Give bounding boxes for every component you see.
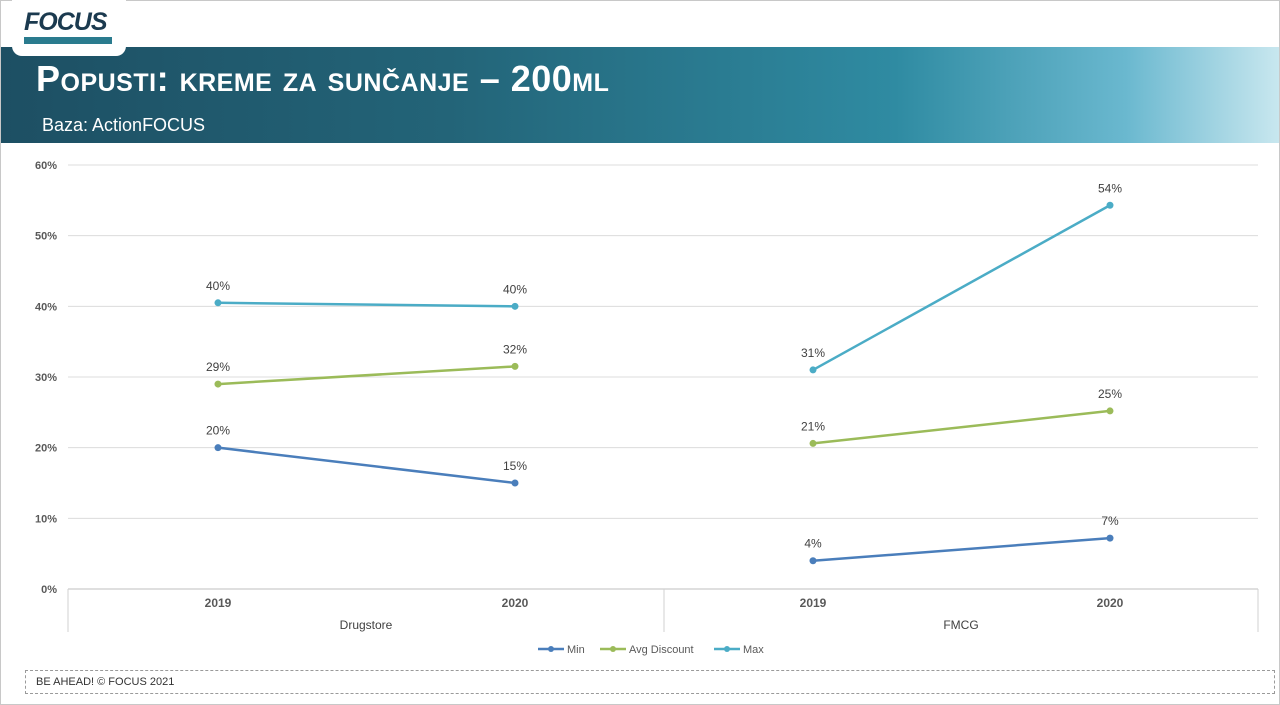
data-label: 4% bbox=[804, 537, 822, 551]
data-point bbox=[511, 479, 519, 487]
x-tick-label: 2019 bbox=[205, 596, 232, 610]
series-line bbox=[217, 301, 516, 308]
discount-line-chart: 0% 10% 20% 30% 40% 50% 60% 2019 2020 Drugstore 201… bbox=[35, 160, 1259, 656]
data-label: 29% bbox=[206, 360, 230, 374]
y-tick-label: 50% bbox=[35, 231, 57, 243]
legend-marker bbox=[548, 646, 554, 652]
data-label: 7% bbox=[1101, 514, 1119, 528]
footer-text: BE AHEAD! © FOCUS 2021 bbox=[36, 676, 175, 688]
group-label: FMCG bbox=[943, 618, 978, 632]
data-label: 54% bbox=[1098, 181, 1122, 195]
data-label: 32% bbox=[503, 342, 527, 356]
x-tick-label: 2020 bbox=[1097, 596, 1124, 610]
data-label: 40% bbox=[503, 282, 527, 296]
legend-label: Avg Discount bbox=[629, 644, 694, 656]
y-tick-label: 0% bbox=[41, 584, 57, 596]
logo-bar bbox=[24, 37, 112, 44]
x-tick-label: 2020 bbox=[502, 596, 529, 610]
data-label: 15% bbox=[503, 459, 527, 473]
group-label: Drugstore bbox=[340, 618, 393, 632]
data-label: 31% bbox=[801, 346, 825, 360]
logo: FOCUS bbox=[12, 0, 126, 56]
y-tick-label: 20% bbox=[35, 443, 57, 455]
data-point bbox=[1106, 407, 1114, 415]
data-point bbox=[809, 439, 817, 447]
legend-label: Max bbox=[743, 644, 764, 656]
x-tick-label: 2019 bbox=[800, 596, 827, 610]
data-point bbox=[511, 302, 519, 310]
footer-box: BE AHEAD! © FOCUS 2021 bbox=[25, 670, 1275, 694]
data-point bbox=[214, 299, 222, 307]
series-line bbox=[812, 536, 1111, 562]
y-tick-label: 30% bbox=[35, 372, 57, 384]
legend-marker bbox=[610, 646, 616, 652]
logo-text: FOCUS bbox=[24, 8, 107, 36]
page-subtitle: Baza: ActionFOCUS bbox=[42, 115, 206, 135]
data-point bbox=[511, 362, 519, 370]
header-banner bbox=[1, 47, 1279, 143]
series-line bbox=[812, 409, 1111, 445]
data-point bbox=[1106, 201, 1114, 209]
data-point bbox=[214, 380, 222, 388]
y-tick-label: 40% bbox=[35, 301, 57, 313]
y-tick-label: 60% bbox=[35, 160, 57, 172]
legend-label: Min bbox=[567, 644, 585, 656]
data-label: 20% bbox=[206, 424, 230, 438]
data-point bbox=[809, 557, 817, 565]
data-label: 25% bbox=[1098, 387, 1122, 401]
data-label: 21% bbox=[801, 419, 825, 433]
page-title: Popusti: kreme za sunčanje – 200ml bbox=[36, 58, 610, 99]
series-line bbox=[812, 204, 1111, 372]
legend-marker bbox=[724, 646, 730, 652]
data-point bbox=[1106, 534, 1114, 542]
series-line bbox=[217, 446, 516, 485]
data-label: 40% bbox=[206, 279, 230, 293]
data-point bbox=[214, 444, 222, 452]
y-tick-label: 10% bbox=[35, 513, 57, 525]
data-point bbox=[809, 366, 817, 374]
series-line bbox=[217, 365, 516, 386]
